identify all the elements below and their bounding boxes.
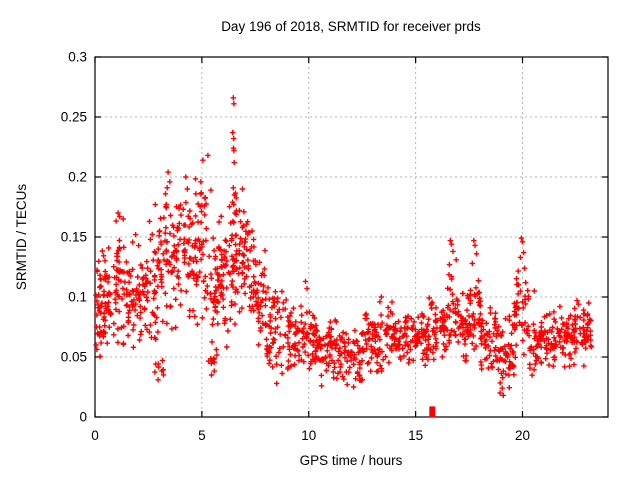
y-tick-label: 0.25 (61, 110, 87, 125)
y-tick-label: 0 (79, 410, 87, 425)
y-tick-label: 0.2 (68, 170, 87, 185)
square-outlier-marker (429, 406, 436, 418)
gridlines (95, 57, 608, 417)
x-tick-label: 20 (515, 428, 530, 443)
y-tick-label: 0.1 (68, 290, 87, 305)
data-points (93, 95, 595, 418)
chart-title: Day 196 of 2018, SRMTID for receiver prd… (221, 19, 481, 34)
tick-labels: 0 5 10 15 20 0 0.05 0.1 0.15 0.2 0.25 0.3 (61, 50, 530, 444)
x-tick-label: 10 (301, 428, 316, 443)
y-tick-label: 0.05 (61, 350, 87, 365)
y-tick-label: 0.15 (61, 230, 87, 245)
y-tick-label: 0.3 (68, 50, 87, 65)
x-tick-label: 5 (198, 428, 206, 443)
x-tick-label: 0 (91, 428, 99, 443)
x-axis-label: GPS time / hours (300, 453, 403, 468)
plot-border (94, 56, 609, 418)
x-tick-label: 15 (408, 428, 423, 443)
y-axis-label: SRMTID / TECUs (14, 184, 29, 291)
